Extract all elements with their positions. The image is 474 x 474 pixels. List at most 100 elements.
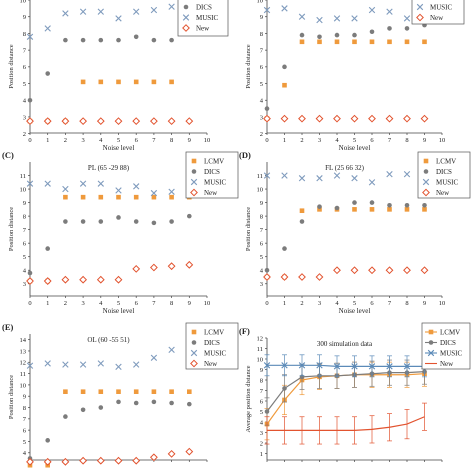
data-point (116, 194, 121, 200)
data-point (45, 246, 50, 251)
legend-label: New (430, 14, 444, 22)
series-dics (27, 399, 192, 461)
data-point (44, 180, 51, 187)
legend-marker (182, 14, 190, 21)
data-point (404, 202, 410, 208)
y-tick-label: 8 (23, 405, 26, 412)
data-point (151, 37, 157, 43)
chart-title: 300 simulation data (317, 340, 373, 348)
data-point (299, 39, 305, 45)
y-tick-label: 8 (23, 214, 26, 221)
legend-label: DICS (196, 4, 212, 12)
data-point (334, 32, 340, 38)
data-point (133, 34, 139, 40)
data-point (151, 389, 157, 394)
y-tick-label: 9 (260, 200, 263, 207)
data-point (169, 37, 174, 43)
legend-label: MUSIC (440, 350, 463, 358)
data-point (282, 82, 287, 88)
y-tick-label: 4 (23, 98, 27, 105)
panel-letter: (C) (2, 150, 14, 160)
data-point (132, 117, 141, 126)
x-tick-label: 0 (265, 300, 268, 307)
y-tick-label: 5 (260, 81, 263, 88)
series-music (26, 345, 193, 370)
data-point (116, 389, 121, 394)
series-dics (264, 358, 427, 426)
data-point (132, 264, 141, 273)
legend-marker (190, 188, 198, 197)
data-point (114, 456, 123, 465)
data-point (79, 275, 88, 284)
data-point (333, 114, 341, 123)
y-tick-label: 4 (23, 268, 27, 275)
data-point (61, 457, 70, 466)
data-point (98, 194, 104, 200)
data-point (420, 114, 429, 123)
data-point (169, 389, 174, 394)
data-point (97, 180, 104, 187)
series-line (267, 364, 425, 367)
data-point (151, 399, 157, 405)
x-tick-label: 0 (265, 137, 268, 144)
legend-marker (423, 158, 429, 164)
data-point (80, 389, 86, 394)
y-tick-label: 8 (260, 214, 263, 221)
panel-letter: (E) (2, 322, 14, 332)
y-axis-label: Position distance (8, 375, 15, 419)
legend-label: New (436, 189, 450, 197)
legend-label: LCMV (440, 329, 460, 337)
data-point (281, 172, 288, 179)
series-lcmv (27, 194, 192, 284)
data-point (298, 13, 306, 20)
data-point (403, 15, 411, 22)
data-point (151, 194, 157, 200)
data-point (63, 414, 68, 419)
y-tick-label: 4 (260, 98, 264, 105)
data-point (116, 79, 121, 85)
series-dics (264, 200, 427, 273)
series-new (263, 266, 429, 281)
data-point (43, 277, 52, 285)
series-dics (27, 213, 192, 276)
series-dics (27, 31, 192, 103)
legend: LCMV DICS MUSIC New (185, 322, 239, 370)
data-point (44, 360, 51, 367)
data-point (334, 205, 340, 211)
legend-label: MUSIC (196, 14, 219, 22)
data-point (169, 79, 174, 85)
data-point (298, 175, 306, 182)
data-point (263, 114, 271, 123)
data-point (403, 363, 411, 370)
data-point (116, 37, 121, 43)
panel-letter: (D) (239, 150, 251, 160)
data-point (282, 64, 287, 70)
data-point (316, 16, 323, 24)
data-point (151, 220, 157, 226)
legend-label: MUSIC (204, 350, 227, 358)
data-point (26, 457, 34, 466)
data-point (132, 456, 141, 465)
x-tick-label: 8 (170, 300, 173, 307)
data-point (404, 39, 410, 45)
x-tick-label: 4 (335, 137, 339, 144)
data-point (185, 447, 194, 456)
x-tick-label: 2 (64, 137, 67, 144)
legend-marker (422, 188, 430, 197)
data-point (280, 114, 289, 123)
series-music (263, 354, 428, 378)
y-tick-label: 4 (260, 268, 264, 275)
legend-label: New (196, 25, 210, 33)
data-point (352, 39, 357, 45)
data-point (80, 219, 86, 224)
y-tick-label: 2 (23, 131, 26, 138)
y-tick-label: 5 (260, 409, 263, 416)
x-tick-label: 0 (28, 300, 31, 307)
data-point (281, 362, 288, 369)
data-point (351, 363, 358, 370)
data-point (169, 194, 174, 200)
x-tick-label: 6 (370, 300, 374, 307)
data-point (45, 438, 50, 443)
x-tick-label: 5 (117, 137, 120, 144)
